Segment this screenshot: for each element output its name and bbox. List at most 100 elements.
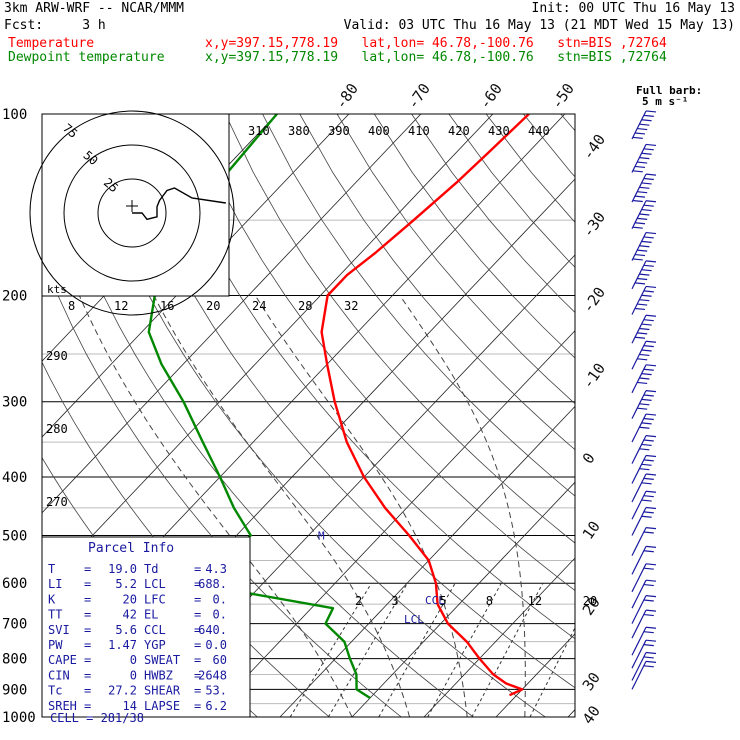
mixing-ratio-line	[471, 582, 544, 717]
wind-barb-flag	[639, 468, 650, 471]
wind-barb-flag	[634, 132, 646, 135]
isotherm-label: -80	[332, 80, 362, 113]
dry-adiabat	[75, 114, 546, 717]
mixing-ratio-line	[327, 582, 408, 717]
parcel-info-l1: TT	[48, 608, 62, 622]
wind-barb-staff	[631, 652, 647, 681]
dry-adiabat	[336, 114, 575, 405]
barb-note-unit: 5 m s⁻¹	[642, 95, 688, 108]
parcel-info-equals: =	[84, 653, 91, 667]
wind-barb-flag	[645, 545, 657, 548]
wind-barb-staff	[631, 200, 647, 230]
parcel-info-v1: 42	[123, 608, 137, 622]
wind-barb-flag	[645, 435, 657, 438]
wind-barb	[631, 390, 657, 419]
parcel-info-v2: 688.	[198, 577, 227, 591]
wind-barb-staff	[631, 340, 647, 370]
pressure-tick-label: 400	[2, 470, 27, 486]
dry-adiabat	[373, 114, 575, 359]
wind-barb-staff	[631, 546, 647, 575]
wind-barb-staff	[631, 473, 647, 503]
moist-adiabat	[254, 295, 468, 717]
isotherm-label: 30	[579, 669, 604, 694]
dry-adiabat	[224, 114, 575, 544]
wind-barb-flag	[645, 285, 657, 289]
parcel-info-equals: =	[194, 668, 201, 682]
parcel-info-equals: =	[84, 699, 91, 713]
wind-barb-flag	[643, 583, 654, 587]
theta-label: 310	[248, 124, 270, 138]
parcel-info-l1: CIN	[48, 668, 70, 682]
wind-barb-flag	[641, 349, 652, 352]
wind-barb-flag	[639, 273, 650, 276]
dry-adiabat	[448, 114, 575, 268]
pressure-tick-label: 200	[2, 289, 27, 305]
wind-barb-flag	[637, 277, 648, 281]
parcel-info-v1: 1.47	[108, 638, 137, 652]
parcel-info-v2: 6.2	[205, 699, 227, 713]
parcel-info-l2: EL	[144, 608, 158, 622]
parcel-info-v1: 27.2	[108, 684, 137, 698]
wind-barb-flag	[643, 319, 654, 322]
wind-barb-flag	[641, 208, 652, 212]
wind-barb-flag	[639, 245, 650, 248]
wind-barb-flag	[645, 200, 657, 203]
parcel-info-l2: SHEAR	[144, 684, 181, 698]
parcel-info-equals: =	[84, 592, 91, 606]
mixing-ratio-label: 8	[486, 594, 493, 608]
wind-barb-flag	[634, 195, 646, 198]
wind-barb-flag	[639, 123, 650, 126]
wind-barb-flag	[645, 660, 657, 664]
wind-barb-flag	[641, 182, 652, 185]
wind-barb-flag	[641, 422, 652, 425]
wind-barb-flag	[645, 490, 657, 493]
wind-barb-flag	[639, 377, 650, 380]
wind-barb-flag	[643, 345, 654, 348]
wind-barb-flag	[643, 511, 654, 514]
wind-barb-flag	[641, 294, 652, 297]
location-temperature: x,y=397.15,778.19 lat,lon= 46.78,-100.76…	[205, 36, 667, 51]
parcel-info-equals: =	[194, 592, 201, 606]
isotherm-label: -10	[579, 360, 609, 393]
wind-barb-flag	[645, 340, 657, 343]
isotherm	[495, 633, 575, 717]
parcel-info-l1: PW	[48, 638, 63, 652]
wind-barb-staff	[631, 595, 647, 624]
wind-barb-flag	[643, 550, 654, 553]
wind-barb-flag	[645, 143, 657, 147]
isotherm	[42, 114, 494, 590]
isotherm	[279, 405, 575, 717]
parcel-info-v1: 20	[123, 592, 137, 606]
parcel-info-l1: LI	[48, 577, 62, 591]
dry-adiabat	[523, 114, 575, 178]
wind-barb-flag	[645, 609, 657, 612]
wind-barb-flag	[634, 307, 646, 311]
parcel-info-v1: 5.6	[115, 623, 137, 637]
mixing-ratio-line	[289, 582, 372, 717]
parcel-info-v2: 0.	[213, 592, 227, 606]
wind-barb-flag	[645, 413, 657, 416]
wind-barb	[631, 314, 657, 344]
wind-barb-flag	[643, 290, 654, 293]
parcel-info-v1: 19.0	[108, 562, 137, 576]
theta-label: 400	[368, 124, 390, 138]
parcel-info-equals: =	[84, 562, 91, 576]
hodograph-x-tick: 32	[344, 299, 358, 313]
wind-barb-staff	[631, 661, 647, 690]
parcel-info-v1: 14	[123, 699, 137, 713]
wind-barb-flag	[645, 454, 657, 458]
plot-area	[42, 114, 740, 717]
wind-barb-flag	[643, 613, 654, 617]
isotherm	[712, 114, 740, 717]
theta-label: 410	[408, 124, 430, 138]
wind-barb-staff	[631, 110, 647, 140]
parcel-info-l2: LCL	[144, 577, 166, 591]
wind-barb-flag	[641, 240, 652, 243]
parcel-info-l1: SREH	[48, 699, 77, 713]
theta-side-label: 280	[46, 422, 68, 436]
wind-barb-flag	[643, 599, 654, 602]
isotherm	[42, 114, 422, 514]
wind-barb	[631, 454, 657, 484]
wind-barb-flag	[643, 495, 654, 498]
